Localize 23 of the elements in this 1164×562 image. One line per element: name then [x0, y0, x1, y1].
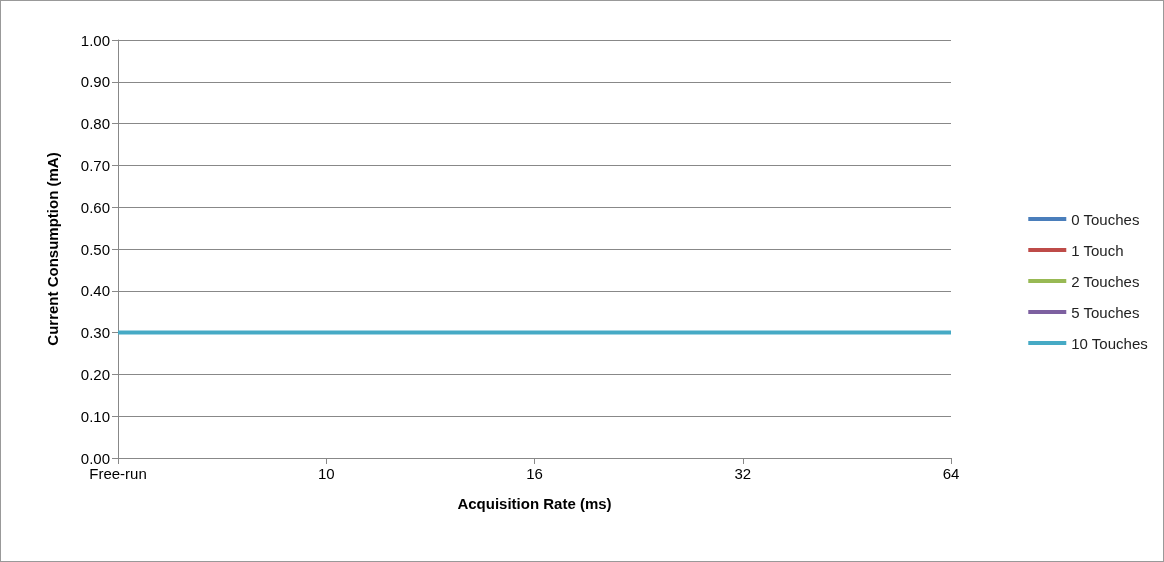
legend-label: 1 Touch — [1071, 241, 1124, 259]
y-tick-label: 0.90 — [80, 73, 110, 91]
x-tick-label: Free-run — [89, 465, 147, 482]
legend-label: 10 Touches — [1071, 334, 1148, 352]
y-tick-label: 0.50 — [80, 240, 110, 258]
legend-label: 5 Touches — [1071, 303, 1140, 321]
legend-label: 0 Touches — [1071, 210, 1140, 228]
y-tick-label: 0.40 — [80, 282, 110, 300]
x-axis-title: Acquisition Rate (ms) — [457, 495, 612, 512]
x-tick-label: 32 — [734, 465, 752, 482]
y-tick-label: 0.10 — [80, 407, 110, 425]
y-tick-label: 0.60 — [80, 198, 110, 216]
y-tick-label: 0.20 — [80, 365, 110, 383]
x-tick-label: 16 — [526, 465, 543, 482]
x-tick-label: 10 — [317, 465, 335, 482]
legend-label: 2 Touches — [1071, 272, 1140, 290]
y-tick-label: 0.30 — [80, 324, 110, 342]
y-axis-title: Current Consumption (mA) — [44, 152, 61, 346]
y-tick-label: 1.00 — [80, 31, 110, 49]
y-tick-label: 0.70 — [80, 156, 110, 174]
y-tick-label: 0.00 — [80, 449, 110, 467]
x-tick-label: 64 — [942, 465, 960, 482]
y-tick-label: 0.80 — [80, 115, 110, 133]
